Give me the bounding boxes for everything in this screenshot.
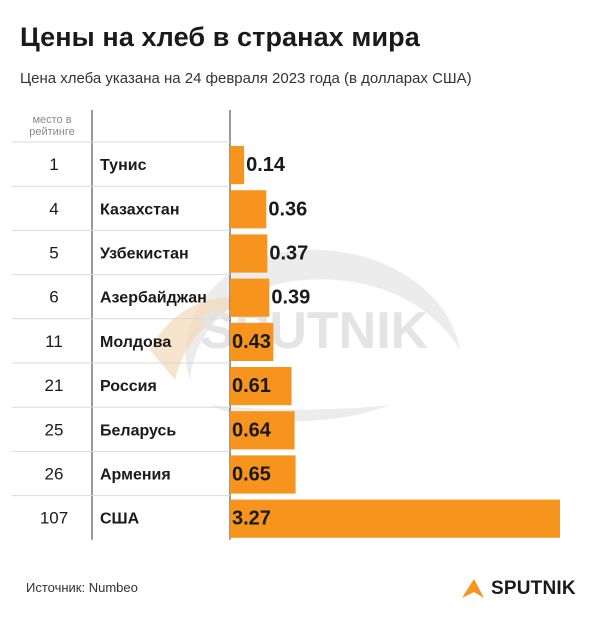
rank-label: 4: [49, 199, 58, 218]
value-label: 0.36: [268, 198, 307, 220]
bar-4: [230, 278, 270, 317]
rank-label: 11: [45, 332, 63, 351]
bar-9: [230, 499, 560, 538]
value-label: 0.14: [246, 154, 286, 176]
sputnik-logo: SPUTNIK: [460, 576, 576, 602]
bar-6: [230, 367, 292, 406]
bar-1: [230, 146, 245, 185]
country-label: США: [100, 511, 140, 528]
value-label: 0.65: [232, 464, 271, 486]
rank-label: 6: [49, 288, 58, 307]
country-label: Беларусь: [100, 422, 176, 439]
country-label: Тунис: [100, 157, 147, 174]
rank-label: 21: [45, 376, 64, 395]
chart-title: Цены на хлеб в странах мира: [20, 22, 420, 52]
rank-column-header: место в рейтинге: [29, 114, 75, 138]
country-label: Россия: [100, 378, 157, 395]
value-label: 0.43: [232, 331, 271, 353]
source-note: Источник: Numbeo: [26, 580, 138, 595]
value-label: 0.39: [271, 287, 310, 309]
bar-7: [230, 411, 295, 450]
logo-text: SPUTNIK: [491, 578, 576, 599]
chart-subtitle: Цена хлеба указана на 24 февраля 2023 го…: [20, 70, 472, 87]
country-label: Узбекистан: [100, 246, 189, 263]
rank-label: 1: [49, 155, 58, 174]
country-label: Казахстан: [100, 201, 180, 218]
country-label: Азербайджан: [100, 290, 207, 307]
rank-label: 107: [40, 509, 68, 528]
rank-label: 5: [49, 244, 58, 263]
value-label: 0.37: [269, 243, 308, 265]
country-label: Армения: [100, 467, 171, 484]
country-label: Молдова: [100, 334, 171, 351]
bar-8: [230, 455, 296, 494]
value-label: 3.27: [232, 508, 271, 530]
rank-label: 25: [45, 420, 64, 439]
bar-2: [230, 190, 267, 229]
bar-5: [230, 322, 274, 361]
rank-label: 26: [45, 465, 64, 484]
sputnik-logo-icon: [462, 579, 484, 598]
value-label: 0.61: [232, 375, 271, 397]
bar-3: [230, 234, 268, 273]
value-label: 0.64: [232, 419, 272, 441]
